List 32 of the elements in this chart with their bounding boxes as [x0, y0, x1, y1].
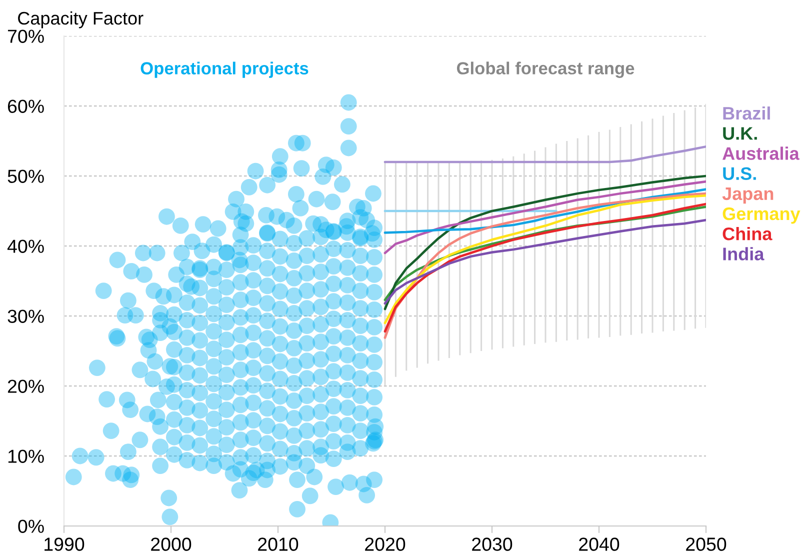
x-tick-label: 2010 — [258, 538, 298, 551]
series-label: Australia — [722, 146, 800, 160]
line-series — [384, 206, 706, 302]
x-tick-label: 2050 — [686, 538, 726, 551]
x-tick-label: 2020 — [365, 538, 406, 551]
series-label: Germany — [722, 207, 800, 224]
line-series — [384, 145, 706, 164]
y-tick-label: 70% — [8, 30, 44, 43]
line-series — [384, 188, 706, 234]
x-tick-label: 2000 — [151, 538, 192, 551]
y-tick-label: 20% — [8, 380, 44, 393]
line-series — [384, 218, 706, 305]
y-tick-label: 50% — [8, 170, 44, 183]
y-tick-label: 10% — [8, 450, 44, 463]
series-label: India — [723, 247, 764, 260]
text: Global forecast range — [456, 62, 634, 78]
y-tick-label: 60% — [8, 100, 44, 113]
series-label: China — [722, 227, 772, 240]
x-tick-label: 1990 — [44, 538, 84, 551]
series-label: Japan — [722, 187, 774, 204]
y-tick-label: 0% — [18, 520, 44, 533]
series-label: U.S. — [723, 167, 756, 180]
line-series — [384, 180, 706, 254]
y-tick-label: 30% — [8, 310, 44, 323]
x-tick-label: 2030 — [472, 538, 512, 551]
line-series — [384, 174, 706, 310]
y-axis-title: Capacity Factor — [18, 11, 144, 28]
text: U.K. — [723, 127, 757, 140]
x-tick-label: 2040 — [579, 538, 620, 551]
text: Operational projects — [140, 62, 308, 78]
series-label: Brazil — [723, 106, 770, 120]
y-tick-label: 40% — [7, 240, 44, 253]
